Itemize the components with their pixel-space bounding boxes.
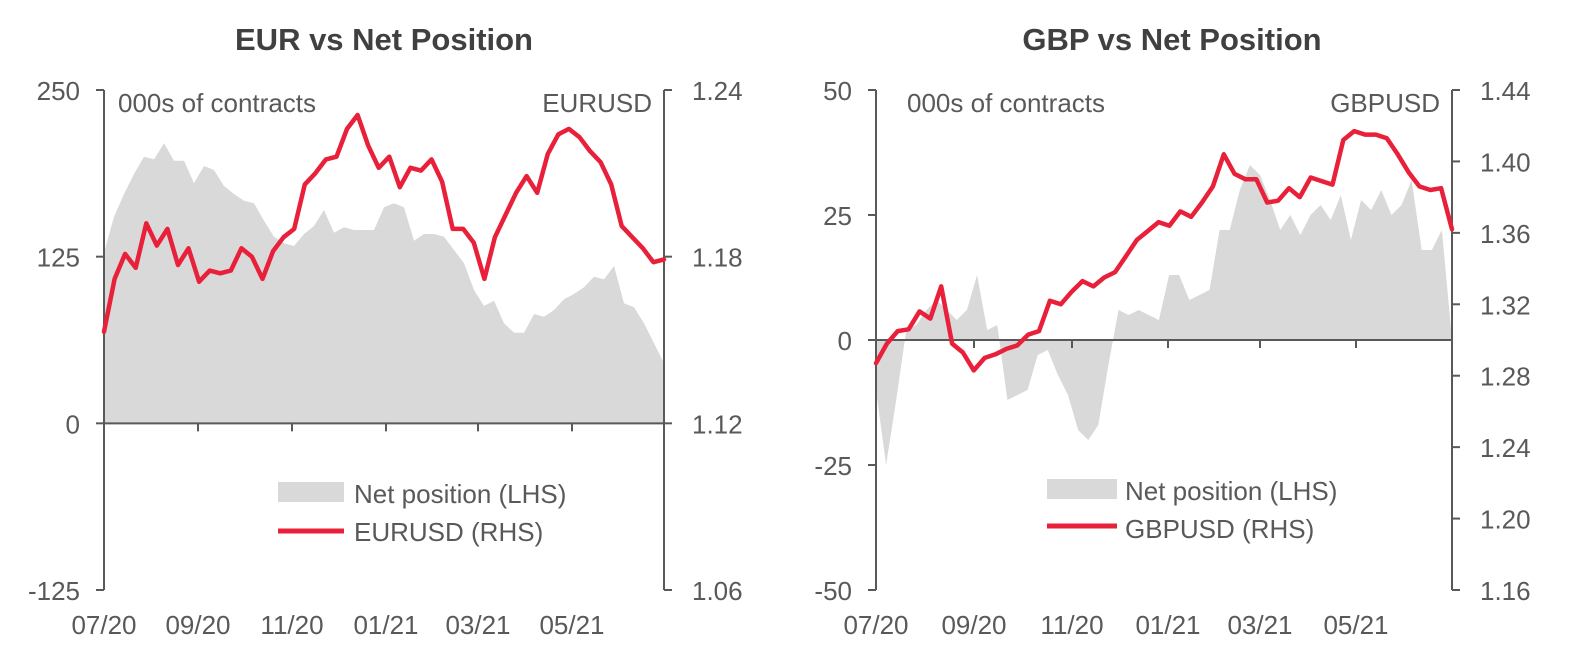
- x-tick-label: 07/20: [843, 610, 908, 640]
- chart-title: GBP vs Net Position: [1022, 22, 1321, 57]
- x-tick-label: 03/21: [445, 610, 510, 640]
- fx-rate-line: [873, 128, 1455, 373]
- left-axis-note: 000s of contracts: [118, 88, 316, 118]
- right-tick-label: 1.28: [1480, 362, 1531, 392]
- left-tick-label: 0: [66, 409, 80, 439]
- legend-label-area: Net position (LHS): [1125, 476, 1337, 506]
- x-tick-label: 11/20: [1040, 610, 1103, 640]
- right-axis-note: EURUSD: [542, 88, 652, 118]
- right-tick-label: 1.44: [1480, 76, 1531, 106]
- legend-label-area: Net position (LHS): [354, 479, 566, 509]
- x-tick-label: 05/21: [539, 610, 604, 640]
- axes: 250 125 0 -125 1.24 1.18 1.12 1.06 07/20 09/20 11/…: [28, 76, 743, 640]
- net-position-area: [104, 143, 664, 424]
- gbp-chart-panel: GBP vs Net Position 50 25 0 -25 -50 1.44 1.40 1…: [814, 22, 1530, 640]
- net-position-area: [876, 165, 1452, 465]
- x-tick-label: 11/20: [260, 610, 323, 640]
- right-tick-label: 1.12: [692, 409, 743, 439]
- net-position-area-shape: [104, 143, 664, 424]
- right-tick-label: 1.40: [1480, 147, 1531, 177]
- left-tick-label: 25: [823, 201, 852, 231]
- right-tick-label: 1.20: [1480, 505, 1531, 535]
- x-tick-label: 05/21: [1323, 610, 1388, 640]
- right-tick-label: 1.16: [1480, 576, 1531, 606]
- axes: 50 25 0 -25 -50 1.44 1.40 1.36 1.32 1.28 1.24 1.20 1…: [814, 76, 1530, 640]
- left-tick-label: 50: [823, 76, 852, 106]
- left-tick-label: -50: [814, 576, 852, 606]
- x-tick-label: 03/21: [1227, 610, 1292, 640]
- x-tick-label: 01/21: [353, 610, 418, 640]
- eur-chart-panel: EUR vs Net Position 250 125 0 -125 1.24 1.18 1…: [28, 22, 743, 640]
- eurusd-line: [101, 112, 667, 334]
- net-position-area-shape: [876, 165, 1452, 465]
- x-tick-label: 01/21: [1135, 610, 1200, 640]
- legend-label-line: GBPUSD (RHS): [1125, 514, 1314, 544]
- right-tick-label: 1.32: [1480, 290, 1531, 320]
- legend: Net position (LHS) GBPUSD (RHS): [1047, 476, 1337, 544]
- left-tick-label: 125: [37, 243, 80, 273]
- right-tick-label: 1.36: [1480, 219, 1531, 249]
- gbpusd-line: [873, 128, 1455, 373]
- legend-label-line: EURUSD (RHS): [354, 517, 543, 547]
- x-tick-label: 09/20: [941, 610, 1006, 640]
- left-tick-label: -25: [814, 451, 852, 481]
- right-axis-note: GBPUSD: [1330, 88, 1440, 118]
- x-tick-label: 07/20: [71, 610, 136, 640]
- x-tick-label: 09/20: [165, 610, 230, 640]
- left-tick-label: -125: [28, 576, 80, 606]
- legend-swatch-area: [1047, 479, 1117, 499]
- legend-swatch-area: [278, 482, 344, 502]
- right-tick-label: 1.18: [692, 243, 743, 273]
- right-tick-label: 1.24: [692, 76, 743, 106]
- left-axis-note: 000s of contracts: [907, 88, 1105, 118]
- left-tick-label: 0: [838, 326, 852, 356]
- right-tick-label: 1.06: [692, 576, 743, 606]
- chart-title: EUR vs Net Position: [235, 22, 533, 57]
- left-tick-label: 250: [37, 76, 80, 106]
- fx-rate-line: [101, 112, 667, 334]
- legend: Net position (LHS) EURUSD (RHS): [278, 479, 566, 547]
- right-tick-label: 1.24: [1480, 433, 1531, 463]
